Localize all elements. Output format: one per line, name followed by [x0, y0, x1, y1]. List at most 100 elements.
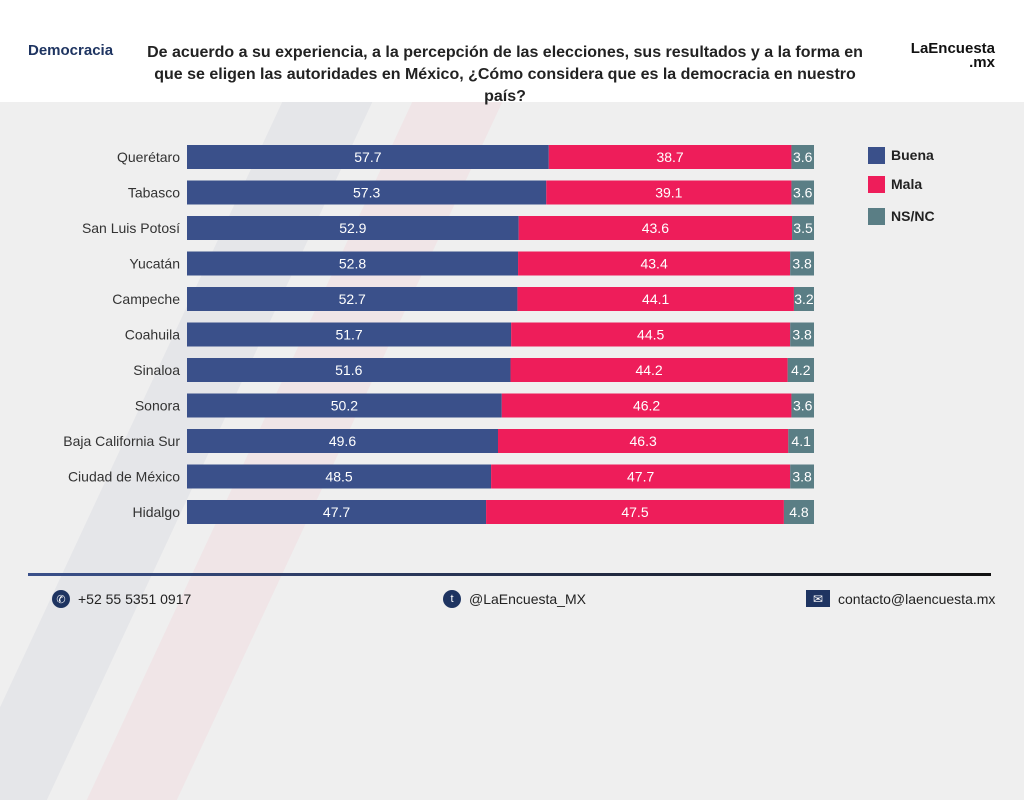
data-label: 3.6	[793, 185, 813, 201]
data-label: 47.7	[627, 469, 654, 485]
bar-segment	[187, 429, 498, 453]
category-label: Campeche	[112, 291, 180, 307]
category-label: Hidalgo	[133, 504, 181, 520]
bar-segment	[187, 180, 547, 205]
phone-text: +52 55 5351 0917	[78, 591, 192, 607]
data-label: 57.7	[354, 149, 381, 165]
bar-segment	[517, 287, 794, 311]
bar-segment	[788, 429, 814, 453]
bar-segment	[187, 145, 549, 169]
category-label: Tabasco	[128, 185, 180, 201]
twitter-text[interactable]: @LaEncuesta_MX	[469, 591, 586, 607]
data-label: 4.2	[791, 362, 811, 378]
category-label: San Luis Potosí	[82, 220, 180, 236]
bar-segment	[486, 500, 784, 524]
bar-segment	[187, 251, 519, 276]
bar-segment	[518, 216, 793, 240]
bar-segment	[793, 287, 814, 311]
bar-segment	[790, 251, 814, 276]
category-label: Querétaro	[117, 149, 180, 165]
bar-segment	[511, 322, 791, 347]
stacked-bar-chart: Querétaro 57.7 38.7 3.6 Tabasco 57.3 39.1 3.6 Sa…	[63, 145, 935, 524]
legend-label: Buena	[891, 147, 934, 163]
logo-text: LaEncuesta	[910, 40, 995, 57]
data-label: 3.6	[793, 149, 813, 165]
bar-segment	[548, 145, 792, 169]
footer-email[interactable]: ✉ contacto@laencuesta.mx	[806, 590, 995, 607]
bar-segment	[791, 145, 814, 169]
logo: LaEncuesta .mx	[910, 40, 995, 71]
mail-icon: ✉	[806, 590, 830, 607]
data-label: 39.1	[655, 185, 682, 201]
data-label: 47.7	[323, 504, 350, 520]
category-label: Coahuila	[125, 327, 180, 343]
bar-segment	[187, 393, 502, 418]
bar-segment	[510, 358, 788, 382]
bar-segment	[791, 180, 814, 205]
data-label: 3.8	[792, 256, 812, 272]
bar-segment	[518, 251, 791, 276]
data-label: 52.8	[339, 256, 366, 272]
category-label: Yucatán	[129, 256, 180, 272]
data-label: 4.8	[789, 504, 809, 520]
data-label: 52.7	[339, 291, 366, 307]
footer-twitter[interactable]: t @LaEncuesta_MX	[443, 590, 586, 608]
data-label: 44.2	[635, 362, 662, 378]
bar-segment	[497, 429, 789, 453]
bar-segment	[491, 464, 791, 489]
bar-segment	[783, 500, 814, 524]
category-label: Baja California Sur	[63, 433, 180, 449]
legend-swatch	[868, 147, 885, 164]
category-label: Sonora	[135, 398, 180, 414]
bar-segment	[187, 464, 492, 489]
data-label: 51.7	[335, 327, 362, 343]
data-label: 3.2	[794, 291, 814, 307]
twitter-icon: t	[443, 590, 461, 608]
footer-divider	[28, 573, 991, 576]
data-label: 38.7	[656, 149, 683, 165]
data-label: 43.6	[642, 220, 669, 236]
bar-segment	[187, 500, 487, 524]
bar-segment	[501, 393, 792, 418]
data-label: 3.6	[793, 398, 813, 414]
data-label: 50.2	[331, 398, 358, 414]
bar-segment	[787, 358, 814, 382]
data-label: 4.1	[791, 433, 811, 449]
data-label: 44.1	[642, 291, 669, 307]
legend-swatch	[868, 208, 885, 225]
bar-segment	[187, 287, 518, 311]
legend-swatch	[868, 176, 885, 193]
bar-segment	[790, 322, 814, 347]
bar-segment	[546, 180, 792, 205]
legend-label: Mala	[891, 176, 922, 192]
data-label: 48.5	[325, 469, 352, 485]
header	[0, 0, 1024, 102]
data-label: 51.6	[335, 362, 362, 378]
question-title: De acuerdo a su experiencia, a la percep…	[147, 44, 863, 105]
data-label: 43.4	[640, 256, 667, 272]
logo-sub: .mx	[969, 54, 995, 71]
category-label: Ciudad de México	[68, 469, 180, 485]
data-label: 46.3	[630, 433, 657, 449]
data-label: 47.5	[621, 504, 648, 520]
bar-segment	[792, 216, 814, 240]
section-title: Democracia	[28, 42, 114, 59]
legend-label: NS/NC	[891, 208, 935, 224]
data-label: 3.8	[792, 469, 812, 485]
bar-segment	[187, 358, 511, 382]
whatsapp-icon: ✆	[52, 590, 70, 608]
data-label: 57.3	[353, 185, 380, 201]
data-label: 3.8	[792, 327, 812, 343]
data-label: 3.5	[793, 220, 813, 236]
bar-segment	[187, 216, 519, 240]
data-label: 46.2	[633, 398, 660, 414]
data-label: 44.5	[637, 327, 664, 343]
bar-segment	[791, 393, 814, 418]
data-label: 52.9	[339, 220, 366, 236]
email-text[interactable]: contacto@laencuesta.mx	[838, 590, 996, 607]
bar-segment	[790, 464, 814, 489]
category-label: Sinaloa	[133, 362, 180, 378]
data-label: 49.6	[329, 433, 356, 449]
bar-segment	[187, 322, 512, 347]
footer-phone: ✆ +52 55 5351 0917	[52, 590, 191, 608]
